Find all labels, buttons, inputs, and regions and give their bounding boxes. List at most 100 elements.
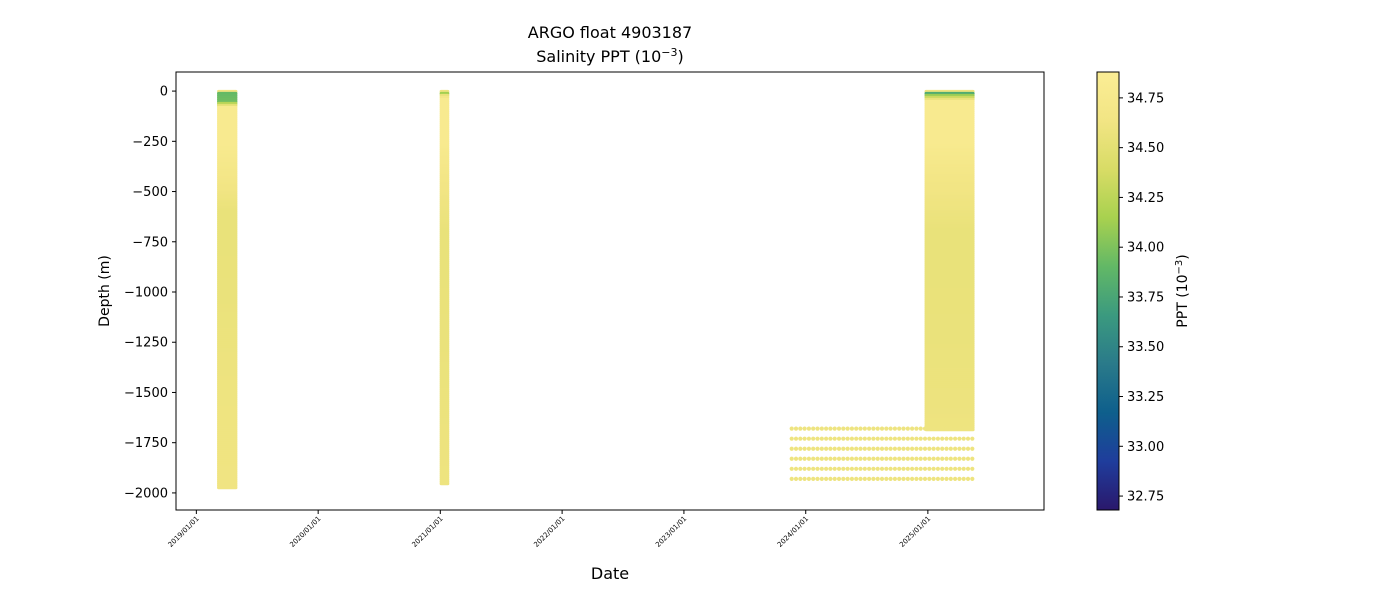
data-point xyxy=(811,476,816,481)
data-point xyxy=(789,436,794,441)
profile-sample xyxy=(217,485,238,490)
data-point xyxy=(824,426,829,431)
data-point xyxy=(914,456,919,461)
data-point xyxy=(828,466,833,471)
data-point xyxy=(841,426,846,431)
data-point xyxy=(798,436,803,441)
data-point xyxy=(849,426,855,431)
data-point xyxy=(931,466,936,471)
data-point xyxy=(965,436,971,441)
data-point xyxy=(854,426,859,431)
data-point xyxy=(824,466,829,471)
data-point xyxy=(806,456,812,461)
data-point xyxy=(802,446,807,451)
data-point xyxy=(931,476,936,481)
data-point xyxy=(798,466,803,471)
x-tick-label: 2019/01/01 xyxy=(167,515,201,549)
data-point xyxy=(910,436,915,441)
data-point xyxy=(948,446,953,451)
data-point xyxy=(793,436,799,441)
data-point xyxy=(806,466,812,471)
data-point xyxy=(918,436,923,441)
data-point xyxy=(793,466,799,471)
data-point xyxy=(832,446,837,451)
x-tick-label: 2025/01/01 xyxy=(898,515,932,549)
data-point xyxy=(940,476,945,481)
data-point xyxy=(931,456,936,461)
data-point xyxy=(965,466,971,471)
data-point xyxy=(802,476,807,481)
data-point xyxy=(940,466,945,471)
data-point xyxy=(970,426,975,431)
data-point xyxy=(965,426,971,431)
data-point xyxy=(935,476,941,481)
data-point xyxy=(931,446,936,451)
data-point xyxy=(948,476,953,481)
data-point xyxy=(953,426,958,431)
data-point xyxy=(862,436,867,441)
data-point xyxy=(901,426,906,431)
data-point xyxy=(798,456,803,461)
data-point xyxy=(918,456,923,461)
data-point xyxy=(957,456,962,461)
data-point xyxy=(927,436,932,441)
data-point xyxy=(922,436,928,441)
colorbar-tick-label: 34.50 xyxy=(1127,141,1164,156)
data-point xyxy=(918,476,923,481)
data-point xyxy=(905,436,910,441)
data-point xyxy=(970,466,975,471)
data-point xyxy=(884,466,889,471)
data-point xyxy=(871,426,876,431)
data-point xyxy=(858,426,863,431)
data-point xyxy=(901,476,906,481)
y-tick-label: −1000 xyxy=(124,286,168,301)
data-point xyxy=(858,466,863,471)
data-point xyxy=(910,426,915,431)
data-point xyxy=(819,456,824,461)
plot-points xyxy=(217,89,975,490)
data-point xyxy=(953,456,958,461)
data-point xyxy=(884,456,889,461)
data-point xyxy=(944,426,949,431)
data-point xyxy=(849,476,855,481)
data-point xyxy=(884,436,889,441)
data-point xyxy=(815,476,820,481)
data-point xyxy=(905,476,910,481)
data-point xyxy=(910,476,915,481)
data-point xyxy=(944,466,949,471)
data-point xyxy=(914,426,919,431)
data-point xyxy=(811,466,816,471)
data-point xyxy=(858,456,863,461)
data-point xyxy=(875,446,880,451)
data-point xyxy=(811,426,816,431)
data-point xyxy=(892,436,898,441)
data-point xyxy=(802,466,807,471)
data-point xyxy=(819,436,824,441)
data-point xyxy=(897,426,902,431)
data-point xyxy=(858,436,863,441)
data-point xyxy=(824,456,829,461)
data-point xyxy=(953,466,958,471)
data-point xyxy=(845,456,850,461)
data-point xyxy=(940,456,945,461)
data-point xyxy=(819,426,824,431)
data-point xyxy=(940,436,945,441)
data-point xyxy=(832,466,837,471)
data-point xyxy=(828,436,833,441)
data-point xyxy=(832,426,837,431)
data-point xyxy=(897,476,902,481)
data-point xyxy=(836,426,842,431)
data-point xyxy=(944,436,949,441)
data-point xyxy=(905,446,910,451)
data-point xyxy=(867,426,872,431)
colorbar-label: PPT (10−3) xyxy=(1174,254,1191,327)
data-point xyxy=(910,446,915,451)
data-point xyxy=(944,446,949,451)
data-point xyxy=(854,456,859,461)
data-point xyxy=(862,466,867,471)
data-point xyxy=(836,466,842,471)
data-point xyxy=(798,426,803,431)
profile-sample xyxy=(439,481,450,486)
y-tick-label: −250 xyxy=(132,135,168,150)
